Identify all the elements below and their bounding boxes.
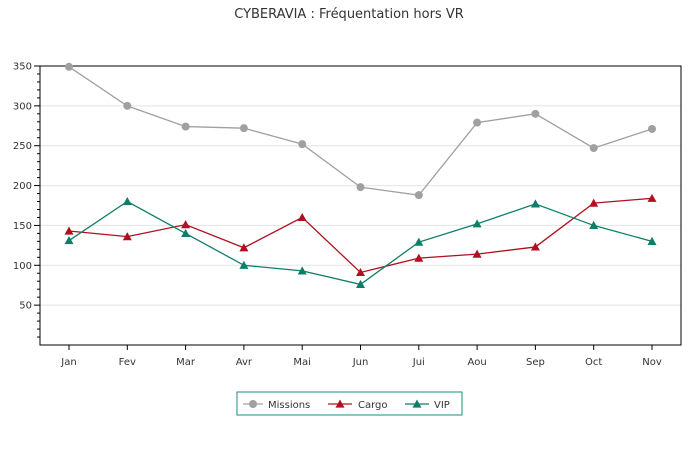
plot-area	[39, 65, 682, 346]
chart-title: CYBERAVIA : Fréquentation hors VR	[234, 7, 464, 22]
data-point-vip	[647, 236, 657, 245]
data-point-vip	[181, 228, 191, 237]
data-point-vip	[589, 220, 599, 230]
data-point-vip	[64, 236, 74, 245]
x-tick-label: Sep	[526, 357, 545, 368]
legend-marker-missions	[249, 400, 257, 408]
data-point-cargo	[122, 232, 132, 241]
legend-label-missions: Missions	[268, 400, 310, 411]
data-point-cargo	[414, 253, 424, 262]
series	[64, 62, 657, 289]
y-tick-label: 200	[13, 181, 32, 192]
data-point-missions	[589, 144, 598, 153]
data-point-vip	[356, 279, 365, 289]
data-point-missions	[531, 109, 540, 118]
data-point-missions	[65, 62, 73, 71]
data-point-missions	[473, 118, 482, 127]
x-tick-label: Jan	[60, 357, 76, 368]
series-missions	[65, 62, 656, 200]
data-point-missions	[181, 122, 190, 131]
data-point-vip	[239, 260, 249, 269]
y-tick-label: 300	[13, 101, 32, 112]
data-point-vip	[472, 219, 482, 228]
data-point-cargo	[647, 193, 657, 202]
legend-marker-cargo	[335, 399, 345, 408]
legend-label-vip: VIP	[434, 400, 450, 411]
data-point-cargo	[181, 220, 191, 229]
data-point-missions	[648, 124, 656, 133]
data-point-missions	[239, 124, 248, 133]
data-point-vip	[122, 197, 132, 206]
x-tick-label: Jun	[352, 357, 369, 368]
x-tick-label: Nov	[642, 357, 662, 368]
x-tick-label: Aou	[468, 357, 487, 368]
data-point-vip	[414, 237, 424, 246]
data-point-cargo	[297, 212, 307, 222]
data-point-vip	[297, 266, 307, 275]
x-tick-label: Oct	[585, 357, 602, 368]
data-point-cargo	[589, 198, 599, 207]
series-line-missions	[68, 66, 653, 196]
data-point-cargo	[530, 242, 540, 251]
x-tick-label: Jui	[412, 357, 425, 368]
y-tick-label: 250	[13, 141, 32, 152]
legend-marker-vip	[412, 399, 422, 408]
data-point-vip	[530, 199, 540, 208]
data-point-cargo	[472, 249, 482, 258]
axes: 50 100 150 200 250 300 350 Jan Fev Mar Avr Mai Jun Ju…	[13, 62, 662, 369]
x-tick-label: Mar	[176, 357, 196, 368]
y-tick-label: 100	[13, 261, 32, 272]
y-tick-label: 350	[13, 62, 32, 73]
series-cargo	[64, 193, 657, 277]
data-point-missions	[123, 101, 132, 110]
series-line-cargo	[68, 197, 653, 274]
data-point-cargo	[239, 243, 249, 252]
x-tick-label: Fev	[119, 357, 136, 368]
legend: Missions Cargo VIP	[236, 391, 463, 416]
x-tick-label: Mai	[293, 357, 311, 368]
legend-label-cargo: Cargo	[358, 400, 388, 411]
y-tick-label: 50	[19, 301, 32, 312]
y-tick-label: 150	[13, 221, 32, 232]
series-vip	[64, 197, 657, 289]
data-point-cargo	[356, 267, 365, 277]
data-point-missions	[414, 191, 423, 200]
data-point-missions	[356, 183, 365, 192]
data-point-missions	[298, 140, 307, 149]
grid	[40, 105, 681, 306]
data-point-cargo	[64, 226, 74, 235]
x-tick-label: Avr	[236, 357, 253, 368]
